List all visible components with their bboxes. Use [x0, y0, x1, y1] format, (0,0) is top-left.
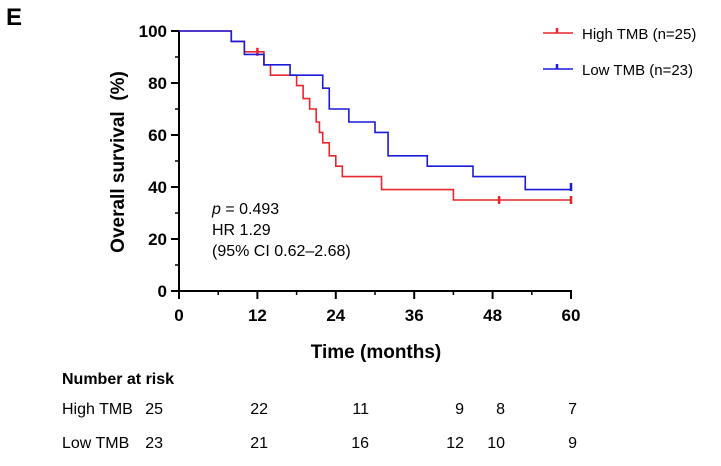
p-value-text: p = 0.493	[211, 201, 279, 218]
survival-curve-high-tmb	[179, 30, 571, 201]
risk-count: 21	[250, 435, 268, 452]
hr-text: HR 1.29	[212, 222, 271, 239]
axes: 0 20 40 60 80 100 0 12 24 36 48 60	[139, 22, 581, 325]
y-tick-label: 40	[148, 178, 167, 197]
x-axis-label: Time (months)	[311, 342, 442, 363]
x-tick-label: 12	[248, 306, 267, 325]
risk-count: 10	[487, 435, 505, 452]
risk-count: 9	[455, 401, 464, 418]
risk-count: 9	[568, 435, 577, 452]
series-layer	[179, 30, 573, 204]
y-axis-label: Overall survival (%)	[108, 71, 129, 253]
stats-annotation: p = 0.493 HR 1.29 (95% CI 0.62–2.68)	[211, 201, 351, 260]
ci-text: (95% CI 0.62–2.68)	[212, 243, 351, 260]
risk-count: 7	[568, 401, 577, 418]
x-tick-label: 48	[483, 306, 502, 325]
risk-table: High TMB 25 22 11 9 8 7 Low TMB 23 21 16 12 10 9	[62, 401, 577, 452]
risk-row-label: Low TMB	[62, 435, 129, 452]
y-tick-label: 60	[148, 126, 167, 145]
x-tick-label: 0	[174, 306, 183, 325]
risk-count: 23	[145, 435, 163, 452]
x-tick-label: 36	[405, 306, 424, 325]
risk-count: 16	[351, 435, 369, 452]
risk-row-label: High TMB	[62, 401, 133, 418]
x-tick-label: 60	[562, 306, 581, 325]
legend: High TMB (n=25) Low TMB (n=23)	[543, 26, 696, 79]
p-value: = 0.493	[221, 201, 279, 218]
legend-label: High TMB (n=25)	[582, 26, 696, 43]
survival-curve-low-tmb	[179, 30, 571, 191]
y-tick-label: 0	[158, 282, 167, 301]
risk-count: 8	[496, 401, 505, 418]
risk-count: 25	[145, 401, 163, 418]
risk-table-title: Number at risk	[62, 371, 174, 388]
y-tick-label: 100	[139, 22, 167, 41]
risk-count: 11	[352, 401, 369, 418]
y-tick-label: 20	[148, 230, 167, 249]
legend-label: Low TMB (n=23)	[582, 62, 693, 79]
p-label: p	[211, 201, 221, 218]
risk-count: 12	[446, 435, 464, 452]
x-tick-label: 24	[326, 306, 345, 325]
panel-label: E	[6, 4, 22, 31]
risk-count: 22	[250, 401, 268, 418]
y-tick-label: 80	[148, 74, 167, 93]
